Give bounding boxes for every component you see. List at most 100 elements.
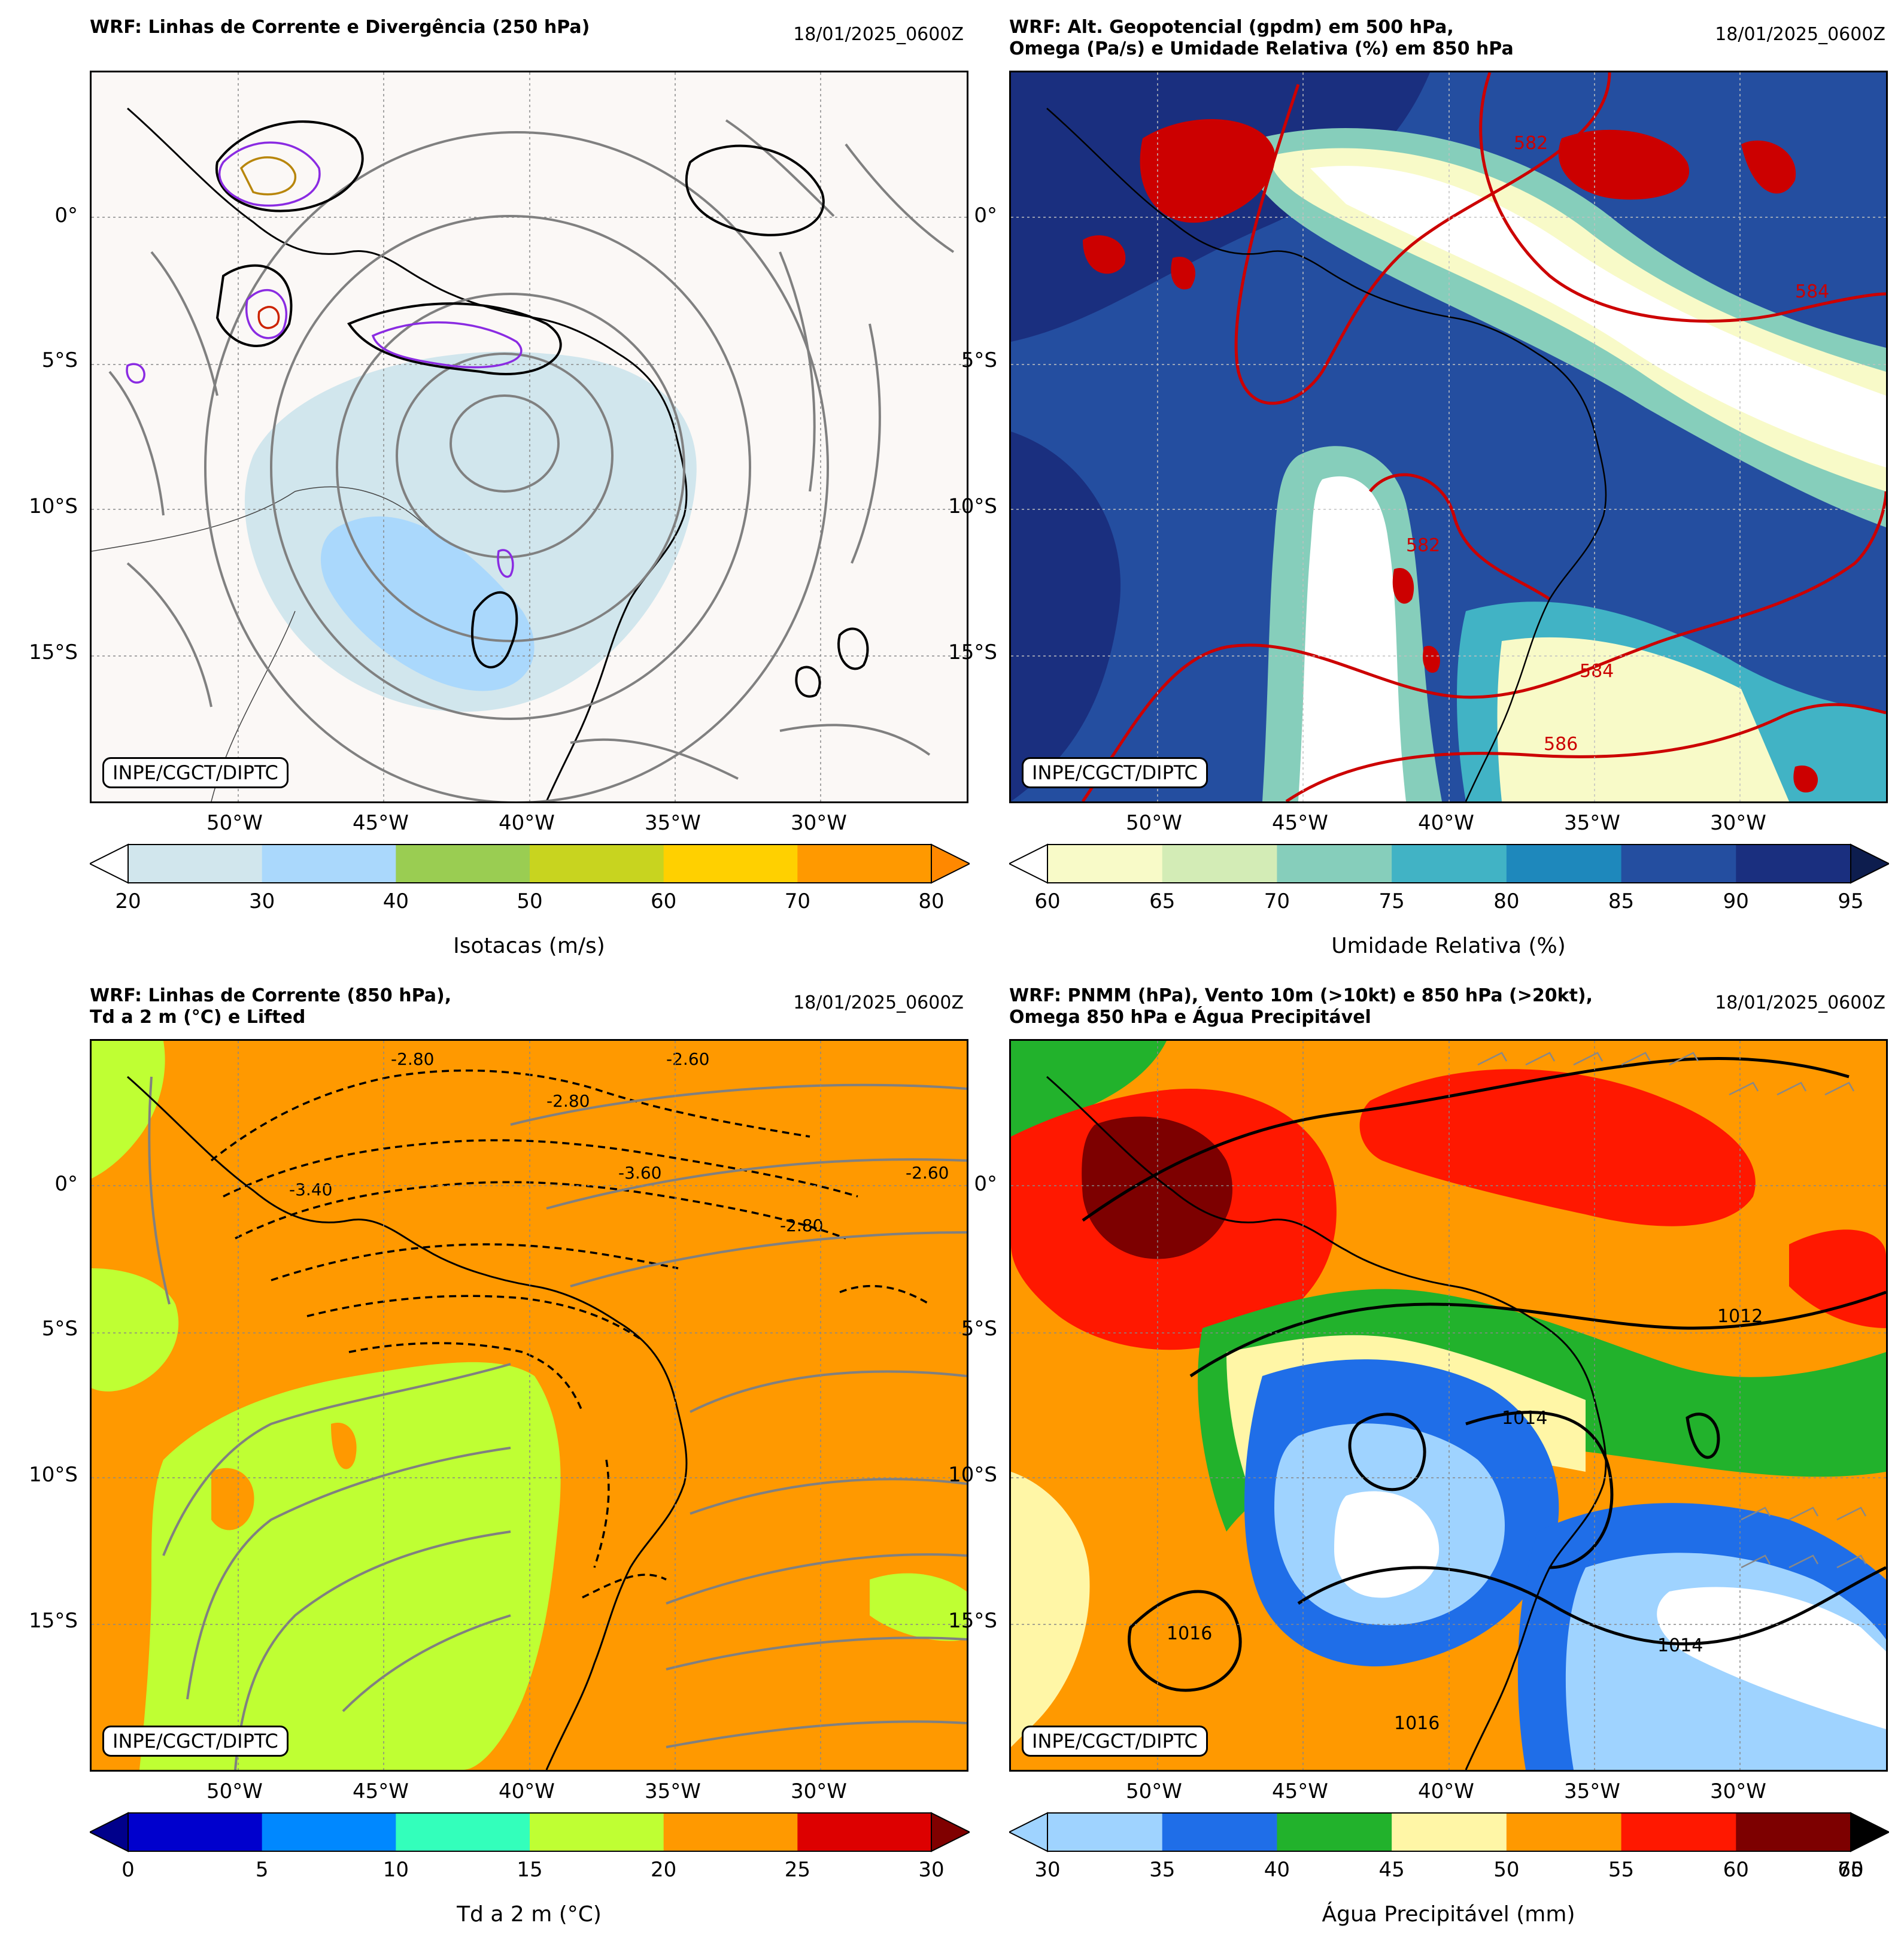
rh-90-region-sw xyxy=(1011,432,1121,801)
colorbar-segment xyxy=(1506,845,1622,883)
colorbar-tick-label: 60 xyxy=(1034,889,1061,913)
lon-label-40w: 40°W xyxy=(499,811,555,835)
colorbar-tick-label: 65 xyxy=(1149,889,1176,913)
panel-date: 18/01/2025_0600Z xyxy=(793,24,964,45)
colorbar-extend-high xyxy=(931,1812,970,1852)
credit-label: INPE/CGCT/DIPTC xyxy=(1022,1726,1208,1757)
pw-45-sw xyxy=(1011,1472,1090,1747)
map-area: -2.80 -2.60 -2.80 -3.40 -2.80 -2.60 -3.6… xyxy=(90,1039,968,1772)
isotach-30-region xyxy=(320,516,535,691)
map-area: 1012 1014 1016 1014 1016 INPE/CGCT/DIPTC xyxy=(1009,1039,1888,1772)
colorbar-segment xyxy=(1277,1813,1392,1851)
pw-dry-southeast xyxy=(1657,1587,1886,1729)
colorbar-extend-low xyxy=(90,1812,129,1852)
colorbar-extend-high xyxy=(931,843,970,884)
lifted-index-contours xyxy=(210,1069,930,1599)
lon-label-50w: 50°W xyxy=(1126,811,1182,835)
colorbar-tick-label: 35 xyxy=(1149,1858,1176,1882)
lon-label-35w: 35°W xyxy=(1564,1779,1620,1803)
colorbar-extend-high xyxy=(1850,1812,1889,1852)
lat-label-15s: 15°S xyxy=(948,640,997,664)
td-15-region-east xyxy=(870,1573,967,1641)
contour-label: -2.80 xyxy=(546,1091,590,1111)
colorbar-tick-label: 95 xyxy=(1838,889,1864,913)
rh-dry-south xyxy=(1298,476,1406,801)
colorbar-tick-label: 70 xyxy=(784,889,810,913)
panel-date: 18/01/2025_0600Z xyxy=(793,992,964,1013)
colorbar-tick-label: 45 xyxy=(1378,1858,1405,1882)
panel-title: WRF: Alt. Geopotencial (gpdm) em 500 hPa… xyxy=(1009,17,1514,59)
gridlines xyxy=(1011,1041,1886,1770)
coastline xyxy=(1046,1076,1607,1770)
colorbar-tick-label: 80 xyxy=(918,889,945,913)
panel-title: WRF: Linhas de Corrente (850 hPa), Td a … xyxy=(90,985,452,1028)
lat-label-10s: 10°S xyxy=(29,494,78,518)
colorbar-segment xyxy=(262,845,396,883)
contour-label: 1016 xyxy=(1394,1713,1440,1734)
colorbar-segment xyxy=(1392,845,1507,883)
colorbar-segment xyxy=(1736,1813,1851,1851)
lon-label-45w: 45°W xyxy=(1272,1779,1328,1803)
colorbar-extend-low xyxy=(1009,843,1048,884)
lon-label-30w: 30°W xyxy=(791,811,847,835)
colorbar xyxy=(90,1812,970,1852)
colorbar-tick-label: 60 xyxy=(651,889,677,913)
lat-label-0: 0° xyxy=(54,203,78,227)
map-canvas: 1012 1014 1016 1014 1016 xyxy=(1011,1041,1886,1770)
map-canvas xyxy=(92,72,967,801)
lat-label-0: 0° xyxy=(974,203,997,227)
colorbar-segment xyxy=(1162,1813,1277,1851)
coastline xyxy=(127,107,688,801)
colorbar-segment xyxy=(396,1813,530,1851)
colorbar xyxy=(1009,1812,1889,1852)
lat-label-15s: 15°S xyxy=(29,1609,78,1633)
colorbar-segment xyxy=(1277,845,1392,883)
divergence-contours xyxy=(215,120,869,698)
contour-label: -2.60 xyxy=(906,1163,949,1183)
lon-label-45w: 45°W xyxy=(353,1779,409,1803)
lon-label-35w: 35°W xyxy=(645,811,701,835)
colorbar-segment xyxy=(1047,1813,1163,1851)
colorbar-tick-label: 10 xyxy=(382,1858,409,1882)
lon-label-45w: 45°W xyxy=(353,811,409,835)
lat-label-10s: 10°S xyxy=(948,494,997,518)
colorbar-segment xyxy=(128,845,263,883)
td-15-region-nw xyxy=(92,1041,165,1179)
lat-label-0: 0° xyxy=(974,1172,997,1196)
colorbar-label: Isotacas (m/s) xyxy=(453,934,605,958)
lat-label-5s: 5°S xyxy=(961,1317,997,1341)
colorbar-tick-label: 50 xyxy=(1493,1858,1520,1882)
colorbar-segment xyxy=(128,1813,263,1851)
colorbar-tick-label: 60 xyxy=(1723,1858,1749,1882)
colorbar-tick-label: 70 xyxy=(1838,1858,1864,1882)
colorbar-segment xyxy=(530,1813,664,1851)
td-15-region-w xyxy=(92,1268,179,1392)
colorbar-tick-label: 25 xyxy=(784,1858,810,1882)
panel-date: 18/01/2025_0600Z xyxy=(1715,992,1885,1013)
td-20-patch xyxy=(331,1423,357,1469)
contour-label: 584 xyxy=(1580,661,1614,682)
colorbar-label: Td a 2 m (°C) xyxy=(457,1902,602,1927)
streamlines xyxy=(108,119,955,801)
colorbar-tick-label: 20 xyxy=(651,1858,677,1882)
colorbar-frame xyxy=(1047,844,1851,883)
lon-label-30w: 30°W xyxy=(791,1779,847,1803)
map-canvas: -2.80 -2.60 -2.80 -3.40 -2.80 -2.60 -3.6… xyxy=(92,1041,967,1770)
credit-label: INPE/CGCT/DIPTC xyxy=(102,1726,289,1757)
colorbar-tick-label: 30 xyxy=(249,889,275,913)
colorbar-tick-label: 20 xyxy=(115,889,141,913)
pw-55-east xyxy=(1789,1229,1886,1328)
credit-label: INPE/CGCT/DIPTC xyxy=(102,757,289,788)
lat-label-5s: 5°S xyxy=(961,348,997,372)
colorbar-tick-label: 15 xyxy=(517,1858,543,1882)
colorbar-frame xyxy=(127,1812,932,1852)
td-15-region-interior xyxy=(139,1362,561,1770)
lon-label-40w: 40°W xyxy=(1418,811,1474,835)
colorbar-tick-label: 5 xyxy=(255,1858,269,1882)
colorbar-tick-label: 40 xyxy=(382,889,409,913)
colorbar-label: Umidade Relativa (%) xyxy=(1331,934,1566,958)
colorbar-tick-label: 85 xyxy=(1608,889,1635,913)
colorbar-segment xyxy=(1621,845,1736,883)
map-area: 582 584 586 582 584 INPE/CGCT/DIPTC xyxy=(1009,71,1888,803)
pw-55-region-ne xyxy=(1359,1069,1756,1226)
